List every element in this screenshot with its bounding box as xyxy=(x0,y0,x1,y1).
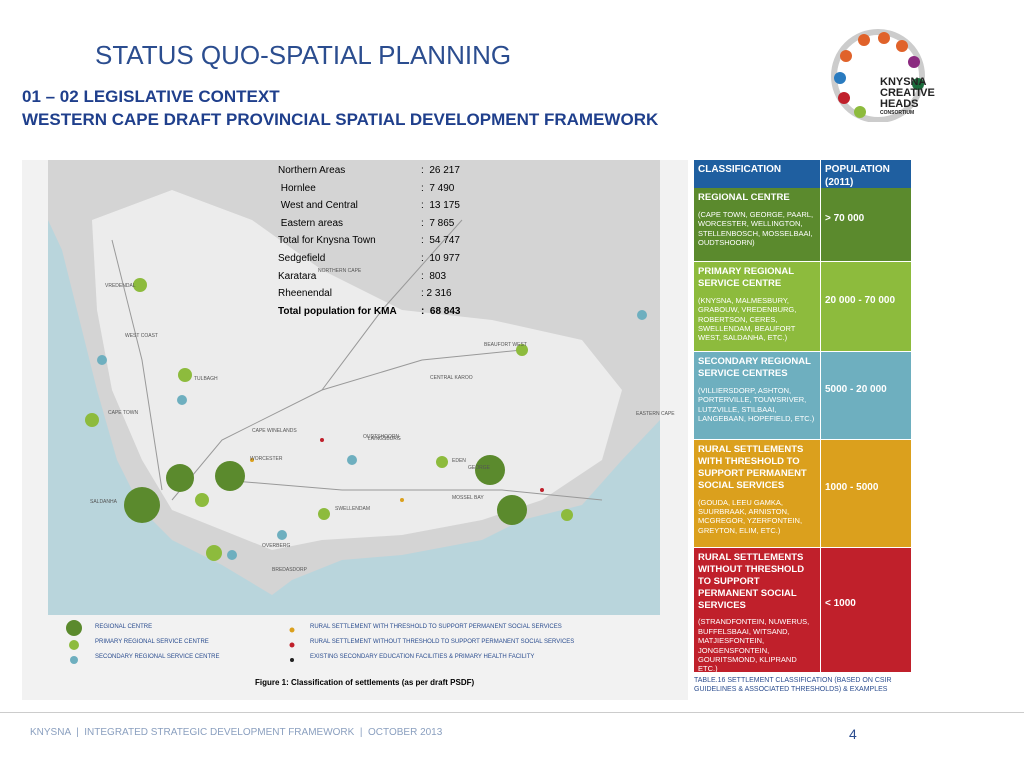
population-name: Hornlee xyxy=(278,182,316,194)
footer-rule xyxy=(0,712,1024,713)
map-label: MOSSEL BAY xyxy=(452,495,484,501)
legend-label: SECONDARY REGIONAL SERVICE CENTRE xyxy=(95,654,220,660)
logo-text: KNYSNA xyxy=(880,76,927,88)
class-cell: RURAL SETTLEMENTS WITHOUT THRESHOLD TO S… xyxy=(694,548,820,674)
population-name: Total population for KMA xyxy=(278,305,397,317)
map-label: CAPE WINELANDS xyxy=(252,428,297,434)
population-name: Sedgefield xyxy=(278,253,326,264)
legend-label: EXISTING SECONDARY EDUCATION FACILITIES … xyxy=(310,654,535,660)
class-cell: PRIMARY REGIONAL SERVICE CENTRE (KNYSNA, … xyxy=(694,262,820,351)
class-examples: (KNYSNA, MALMESBURY, GRABOUW, VREDENBURG… xyxy=(698,295,797,343)
map-label: WEST COAST xyxy=(125,333,158,339)
population-value: : 2 316 xyxy=(421,288,452,300)
legend-label: PRIMARY REGIONAL SERVICE CENTRE xyxy=(95,639,209,645)
class-cell: RURAL SETTLEMENTS WITH THRESHOLD TO SUPP… xyxy=(694,440,820,547)
population-value: : 54 747 xyxy=(421,235,460,247)
slide-title: STATUS QUO-SPATIAL PLANNING xyxy=(95,40,512,70)
class-examples: (STRANDFONTEIN, NUWERUS, BUFFELSBAAI, WI… xyxy=(698,617,810,674)
logo-text: HEADS xyxy=(880,98,919,110)
settlements xyxy=(85,278,647,561)
map-label: OVERBERG xyxy=(262,543,291,549)
map-label: NORTHERN CAPE xyxy=(318,268,362,274)
map-label: WORCESTER xyxy=(250,456,283,462)
population-name: Eastern areas xyxy=(278,217,344,229)
legend-symbols xyxy=(66,620,295,664)
population-name: Northern Areas xyxy=(278,165,346,176)
class-examples: (CAPE TOWN, GEORGE, PAARL, WORCESTER, WE… xyxy=(698,209,814,247)
table-header: CLASSIFICATION xyxy=(694,160,820,188)
map-label: EASTERN CAPE xyxy=(636,411,675,417)
class-population: < 1000 xyxy=(821,548,911,672)
map-label: BREDASDORP xyxy=(272,567,308,573)
table-header: POPULATION (2011) xyxy=(821,160,911,188)
subtitle: WESTERN CAPE DRAFT PROVINCIAL SPATIAL DE… xyxy=(22,110,659,129)
figure-caption: Figure 1: Classification of settlements … xyxy=(255,678,475,687)
map-label: EDEN xyxy=(452,458,466,464)
map-label: TULBAGH xyxy=(194,376,218,382)
logo-text: CONSORTIUM xyxy=(880,110,915,116)
population-name: Karatara xyxy=(278,270,317,282)
legend-label: RURAL SETTLEMENT WITH THRESHOLD TO SUPPO… xyxy=(310,624,562,630)
map-label: CAPE TOWN xyxy=(108,410,139,416)
population-name: Rheenendal xyxy=(278,288,332,300)
population-value: : 10 977 xyxy=(421,253,460,264)
class-population: 20 000 - 70 000 xyxy=(821,262,911,351)
population-value: : 68 843 xyxy=(421,305,461,317)
logo-text: CREATIVE xyxy=(880,87,935,99)
map-label: LAINGSBURG xyxy=(368,436,401,442)
class-name: RURAL SETTLEMENTS WITHOUT THRESHOLD TO S… xyxy=(698,552,805,611)
map-label: CENTRAL KAROO xyxy=(430,375,473,381)
map-label: OUDTSHOORN xyxy=(363,434,400,440)
population-value: : 7 490 xyxy=(421,182,455,194)
class-cell: REGIONAL CENTRE (CAPE TOWN, GEORGE, PAARL… xyxy=(694,188,820,261)
legend-label: RURAL SETTLEMENT WITHOUT THRESHOLD TO SU… xyxy=(310,639,575,645)
population-value: : 26 217 xyxy=(421,165,460,176)
map-label: SALDANHA xyxy=(90,499,117,505)
map-label: VREDENDAL xyxy=(105,283,136,289)
class-population: 1000 - 5000 xyxy=(821,440,911,547)
class-name: REGIONAL CENTRE xyxy=(698,192,790,203)
legend-label: REGIONAL CENTRE xyxy=(95,624,153,630)
class-population: > 70 000 xyxy=(821,188,911,261)
class-name: RURAL SETTLEMENTS WITH THRESHOLD TO SUPP… xyxy=(698,444,807,491)
subtitle: 01 – 02 LEGISLATIVE CONTEXT xyxy=(22,87,280,106)
roads xyxy=(111,219,603,501)
page-number: 4 xyxy=(849,726,857,742)
class-population: 5000 - 20 000 xyxy=(821,352,911,439)
class-examples: (VILLIERSDORP, ASHTON, PORTERVILLE, TOUW… xyxy=(698,385,815,423)
population-name: Total for Knysna Town xyxy=(278,235,376,247)
map-label: SWELLENDAM xyxy=(335,506,371,512)
table-caption: TABLE.16 SETTLEMENT CLASSIFICATION (BASE… xyxy=(694,677,892,694)
footer-text: KNYSNA | INTEGRATED STRATEGIC DEVELOPMEN… xyxy=(30,727,443,738)
map xyxy=(22,160,688,700)
map-label: BEAUFORT WEST xyxy=(484,342,527,348)
population-value: : 803 xyxy=(421,270,447,282)
class-examples: (GOUDA, LEEU GAMKA, SUURBRAAK, ARNISTON,… xyxy=(698,497,803,535)
population-value: : 13 175 xyxy=(421,200,460,212)
class-name: PRIMARY REGIONAL SERVICE CENTRE xyxy=(698,266,794,289)
logo xyxy=(831,29,925,122)
class-name: SECONDARY REGIONAL SERVICE CENTRES xyxy=(698,356,811,379)
population-value: : 7 865 xyxy=(421,217,455,229)
class-cell: SECONDARY REGIONAL SERVICE CENTRES (VILLI… xyxy=(694,352,820,439)
population-name: West and Central xyxy=(278,200,358,212)
map-label: GEORGE xyxy=(468,465,490,471)
